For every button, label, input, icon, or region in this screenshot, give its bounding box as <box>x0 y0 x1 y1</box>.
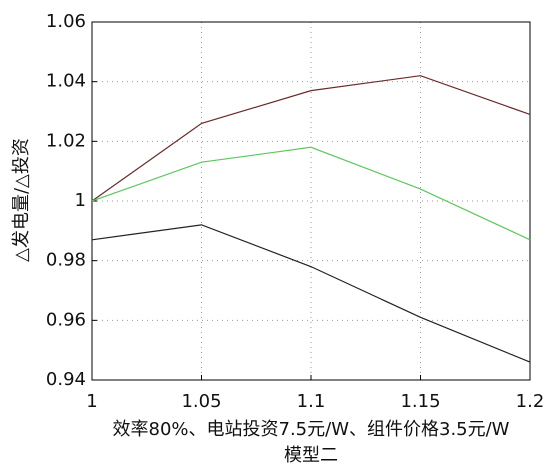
y-axis-label: △发电量/△投资 <box>11 138 32 262</box>
x-tick-label: 1.2 <box>516 391 545 412</box>
y-tick-label: 1 <box>75 190 86 211</box>
data-line <box>91 75 531 202</box>
x-tick-label: 1.15 <box>400 391 440 412</box>
y-tick-label: 1.04 <box>46 71 86 92</box>
y-tick-label: 1.02 <box>46 130 86 151</box>
data-line <box>91 224 531 363</box>
x-tick-label: 1.05 <box>181 391 221 412</box>
data-line <box>91 146 531 241</box>
y-tick-label: 1.06 <box>46 11 86 32</box>
y-tick-label: 0.96 <box>46 309 86 330</box>
x-tick-label: 1.1 <box>297 391 326 412</box>
x-tick-label: 1 <box>86 391 97 412</box>
x-axis-label: 效率80%、电站投资7.5元/W、组件价格3.5元/W <box>113 419 510 440</box>
y-tick-label: 0.94 <box>46 369 86 390</box>
y-tick-label: 0.98 <box>46 250 86 271</box>
caption: 模型二 <box>284 445 338 466</box>
